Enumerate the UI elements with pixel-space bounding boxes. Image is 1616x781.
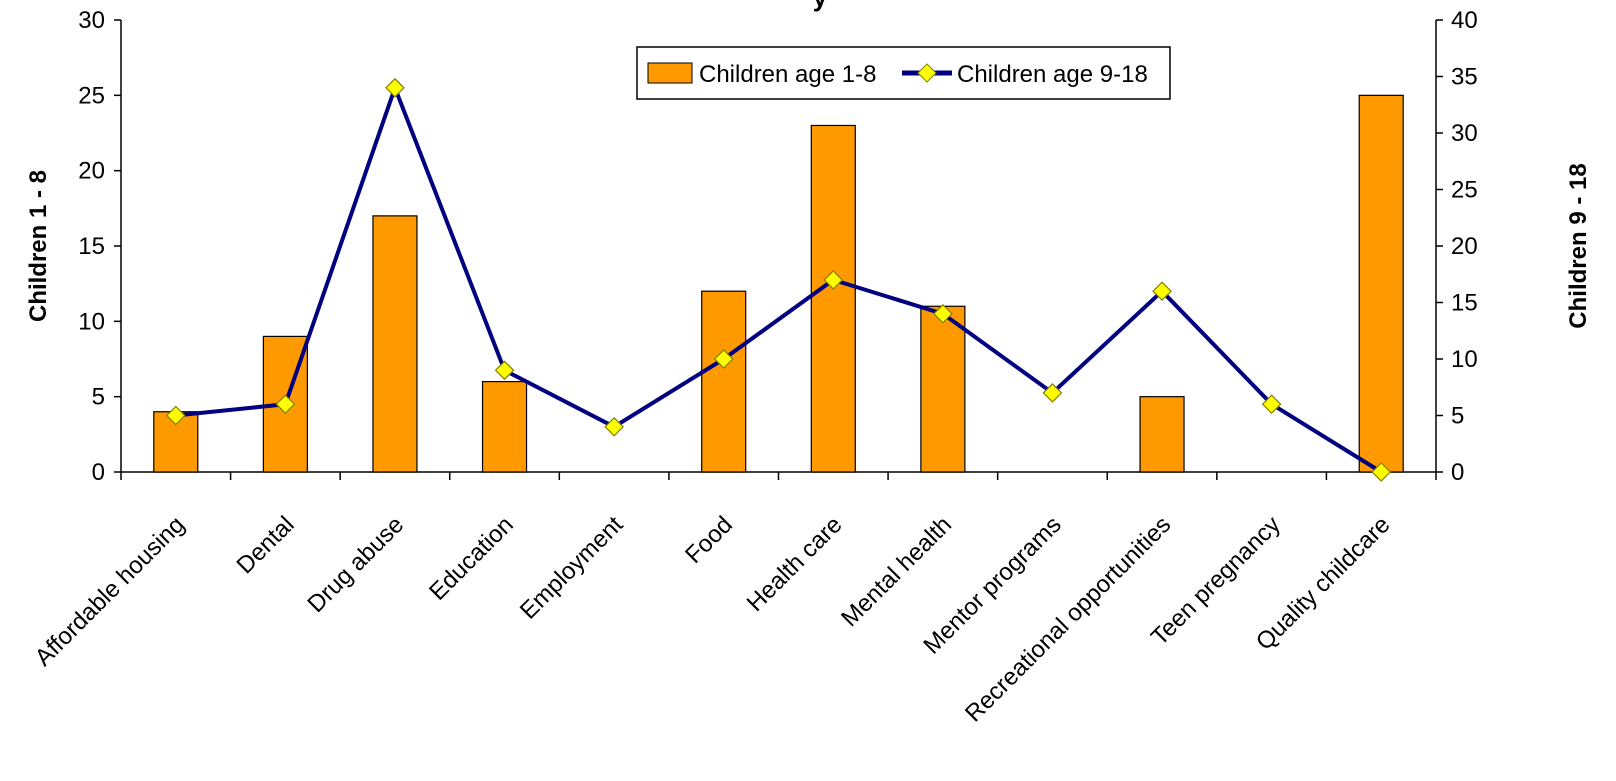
bar-health-care	[810, 124, 856, 473]
line-point-quality-childcare	[1371, 462, 1392, 482]
line-point-recreational-opportunities	[1152, 281, 1172, 302]
x-category-label: Mental health	[836, 511, 957, 632]
line-point-dental	[275, 394, 296, 415]
legend-label-bar: Children age 1-8	[699, 61, 876, 88]
y-left-tick-label: 15	[78, 233, 105, 260]
bars-group	[153, 94, 1404, 473]
x-category-label: Affordable housing	[30, 511, 190, 671]
legend-swatch-bar	[647, 62, 693, 84]
y-left-tick-label: 25	[78, 82, 105, 109]
y-left-tick-label: 0	[92, 459, 105, 486]
y-right-tick-label: 15	[1451, 290, 1478, 317]
y-axis-right-title: Children 9 - 18	[1565, 163, 1592, 328]
line-point-education	[494, 360, 515, 381]
line-series-children-9-18	[175, 85, 1383, 474]
x-category-label: Employment	[515, 511, 629, 625]
chart-title: y	[813, 0, 828, 12]
line-point-affordable-housing	[165, 405, 186, 426]
bar-mental-health	[920, 305, 966, 473]
y-left-tick-label: 5	[92, 384, 105, 411]
line-point-food	[713, 349, 734, 369]
y-right-tick-label: 5	[1451, 403, 1464, 430]
bar-recreational-opportunities	[1139, 396, 1185, 473]
x-category-label: Health care	[742, 511, 848, 617]
legend: Children age 1-8 Children age 9-18	[636, 46, 1171, 100]
y-left-tick-label: 10	[78, 308, 105, 335]
line-point-teen-pregnancy	[1261, 394, 1282, 415]
x-category-label: Drug abuse	[302, 511, 409, 618]
line-series-group	[165, 77, 1392, 482]
line-point-employment	[604, 416, 624, 437]
line-point-mental-health	[933, 303, 953, 324]
legend-label-line: Children age 9-18	[957, 61, 1148, 88]
y-right-tick-label: 0	[1451, 459, 1464, 486]
y-right-tick-label: 20	[1451, 233, 1478, 260]
bar-quality-childcare	[1358, 94, 1404, 473]
y-axis-left-title: Children 1 - 8	[25, 170, 52, 322]
bar-food	[701, 290, 747, 473]
x-category-label: Dental	[231, 511, 299, 579]
bar-education	[481, 381, 528, 473]
y-left-tick-label: 30	[78, 7, 105, 34]
x-category-label: Food	[680, 511, 738, 569]
line-point-mentor-programs	[1042, 383, 1063, 403]
bar-drug-abuse	[372, 215, 418, 473]
x-category-label: Education	[424, 511, 519, 606]
y-left-tick-label: 20	[78, 158, 105, 185]
x-category-label: Recreational opportunities	[960, 511, 1176, 727]
chart-title-group: y	[813, 0, 828, 12]
line-point-drug-abuse	[385, 77, 405, 98]
y-right-tick-label: 40	[1451, 7, 1478, 34]
line-point-health-care	[823, 270, 844, 290]
legend-swatch-marker	[917, 63, 937, 83]
tick-labels-group: 0 5 10 15 20 25 30 0 5 10 15 20 25 30 35 40 Affordable h…	[30, 7, 1478, 727]
axes-group	[114, 19, 1443, 480]
y-right-tick-label: 30	[1451, 120, 1478, 147]
y-right-tick-label: 10	[1451, 346, 1478, 373]
y-right-tick-label: 25	[1451, 177, 1478, 204]
y-right-tick-label: 35	[1451, 64, 1478, 91]
